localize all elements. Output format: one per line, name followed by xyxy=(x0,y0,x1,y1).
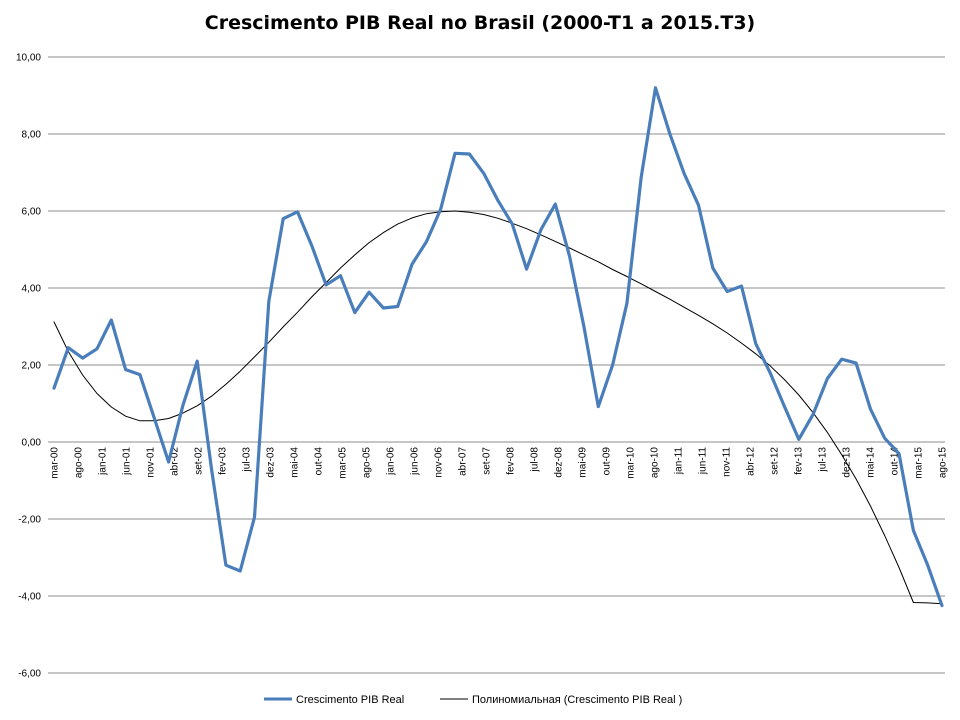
x-tick-label: ago-05 xyxy=(362,447,373,479)
x-tick-label: set-02 xyxy=(194,447,205,475)
x-tick-label: jan-11 xyxy=(674,447,685,475)
x-tick-label: mar-15 xyxy=(914,447,925,479)
x-tick-label: dez-13 xyxy=(842,447,853,478)
y-tick-label: -2,00 xyxy=(18,515,41,526)
x-tick-label: mai-09 xyxy=(578,447,589,478)
legend-label: Crescimento PIB Real xyxy=(296,694,404,706)
x-tick-label: ago-10 xyxy=(650,447,661,479)
x-tick-label: fev-08 xyxy=(506,447,517,475)
chart-title: Crescimento PIB Real no Brasil (2000-T1 … xyxy=(204,12,756,34)
series-line-trend xyxy=(53,210,943,605)
y-axis-ticks: 10,00 8,00 6,00 4,00 2,00 0,00 -2,00 -4,00 -6,00 xyxy=(16,53,41,680)
x-tick-label: nov-06 xyxy=(434,447,445,478)
y-tick-label: -6,00 xyxy=(18,669,41,680)
x-tick-label: jul-03 xyxy=(242,447,253,473)
gridlines xyxy=(48,56,945,674)
x-tick-label: set-07 xyxy=(482,447,493,475)
x-tick-label: abr-02 xyxy=(170,447,181,476)
x-tick-label: abr-12 xyxy=(746,447,757,476)
y-tick-label: 8,00 xyxy=(22,130,42,141)
y-tick-label: -4,00 xyxy=(18,592,41,603)
x-tick-label: mar-10 xyxy=(626,447,637,479)
x-tick-label: jan-06 xyxy=(386,447,397,476)
x-tick-label: dez-03 xyxy=(266,447,277,478)
x-tick-label: fev-13 xyxy=(794,447,805,475)
legend-label: Полиномиальная (Crescimento PIB Real ) xyxy=(472,694,682,706)
x-tick-label: nov-01 xyxy=(146,447,157,478)
x-tick-label: out-04 xyxy=(314,447,325,476)
x-tick-label: mar-00 xyxy=(50,447,61,479)
x-tick-label: out-14 xyxy=(890,447,901,476)
y-tick-label: 4,00 xyxy=(22,284,42,295)
series-lines xyxy=(52,86,944,608)
x-tick-label: jul-13 xyxy=(818,447,829,473)
x-tick-label: abr-07 xyxy=(458,447,469,476)
x-tick-label: jun-01 xyxy=(122,447,133,476)
x-tick-label: mai-04 xyxy=(290,447,301,478)
y-tick-label: 6,00 xyxy=(22,207,42,218)
x-tick-label: out-09 xyxy=(602,447,613,476)
y-tick-label: 2,00 xyxy=(22,361,42,372)
y-tick-label: 0,00 xyxy=(22,438,42,449)
series-line-pib xyxy=(52,86,944,608)
x-tick-label: mai-14 xyxy=(866,447,877,478)
x-tick-label: jul-08 xyxy=(530,447,541,473)
x-tick-label: jun-06 xyxy=(410,447,421,476)
x-tick-label: ago-00 xyxy=(74,447,85,479)
x-tick-label: jun-11 xyxy=(698,447,709,475)
x-axis-ticks: mar-00 ago-00 jan-01 jun-01 nov-01 abr-02 set-… xyxy=(50,447,949,479)
x-tick-label: mar-05 xyxy=(338,447,349,479)
x-tick-label: nov-11 xyxy=(722,447,733,477)
x-tick-label: dez-08 xyxy=(554,447,565,478)
y-tick-label: 10,00 xyxy=(16,53,41,64)
x-tick-label: fev-03 xyxy=(218,447,229,475)
x-tick-label: set-12 xyxy=(770,447,781,475)
legend: Crescimento PIB Real Полиномиальная (Cres… xyxy=(264,694,682,706)
x-tick-label: ago-15 xyxy=(938,447,949,479)
x-tick-label: jan-01 xyxy=(98,447,109,476)
